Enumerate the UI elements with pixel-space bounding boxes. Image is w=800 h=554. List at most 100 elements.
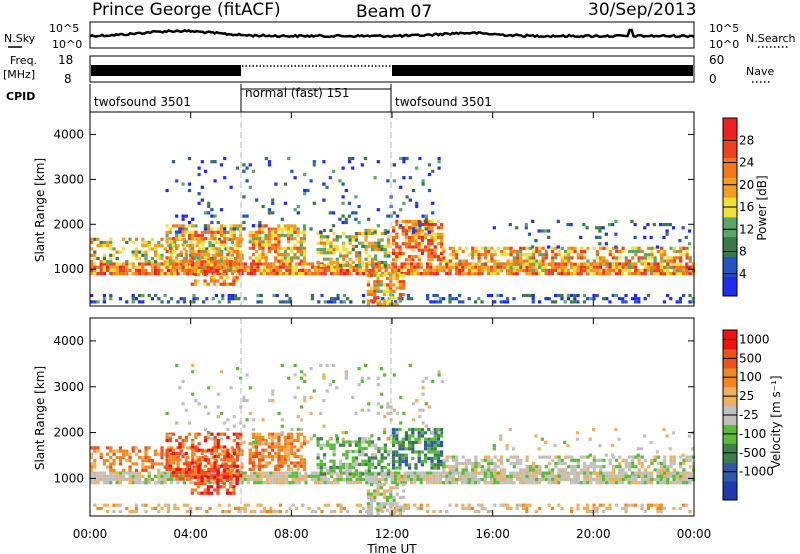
heatmap-cell: [230, 272, 234, 276]
heatmap-cell: [392, 373, 396, 377]
heatmap-cell: [442, 259, 446, 263]
heatmap-cell: [102, 474, 106, 478]
heatmap-cell: [659, 465, 664, 469]
heatmap-cell: [178, 233, 182, 238]
heatmap-cell: [411, 235, 415, 239]
heatmap-cell: [277, 439, 281, 443]
heatmap-cell: [243, 471, 247, 475]
heatmap-cell: [570, 481, 574, 485]
heatmap-cell: [421, 214, 425, 218]
heatmap-cell: [354, 195, 358, 199]
heatmap-cell: [599, 468, 603, 472]
heatmap-cell: [438, 481, 442, 485]
heatmap-cell: [302, 227, 307, 231]
heatmap-cell: [554, 300, 558, 304]
heatmap-cell: [283, 458, 287, 462]
heatmap-cell: [433, 453, 437, 457]
heatmap-cell: [332, 459, 336, 463]
heatmap-cell: [560, 468, 564, 472]
heatmap-cell: [399, 156, 403, 161]
heatmap-cell: [589, 471, 593, 475]
heatmap-cell: [258, 467, 262, 471]
heatmap-cell: [493, 471, 497, 475]
heatmap-cell: [685, 253, 689, 257]
heatmap-cell: [387, 474, 391, 478]
heatmap-cell: [106, 260, 110, 264]
heatmap-cell: [310, 262, 314, 266]
heatmap-cell: [261, 249, 265, 254]
heatmap-cell: [426, 481, 430, 485]
heatmap-cell: [288, 268, 292, 272]
heatmap-cell: [370, 505, 374, 509]
heatmap-cell: [255, 440, 259, 444]
heatmap-cell: [522, 468, 526, 472]
heatmap-cell: [293, 237, 297, 241]
heatmap-cell: [371, 481, 375, 485]
heatmap-cell: [652, 223, 656, 227]
heatmap-cell: [659, 269, 664, 273]
heatmap-cell: [614, 219, 618, 223]
heatmap-cell: [515, 474, 520, 478]
heatmap-cell: [163, 452, 167, 456]
heatmap-cell: [403, 471, 407, 475]
heatmap-cell: [370, 459, 375, 463]
heatmap-cell: [624, 471, 628, 475]
heatmap-cell: [398, 226, 402, 230]
heatmap-cell: [227, 293, 231, 298]
heatmap-cell: [417, 460, 421, 464]
heatmap-cell: [430, 460, 434, 464]
heatmap-cell: [354, 472, 359, 476]
heatmap-cell: [187, 224, 192, 228]
heatmap-cell: [141, 237, 145, 241]
heatmap-cell: [417, 434, 421, 438]
heatmap-cell: [451, 256, 456, 260]
heatmap-cell: [150, 459, 154, 463]
heatmap-cell: [392, 495, 396, 499]
heatmap-cell: [165, 237, 169, 241]
heatmap-cell: [288, 272, 292, 276]
heatmap-cell: [345, 235, 349, 239]
heatmap-cell: [213, 439, 217, 443]
heatmap-cell: [503, 253, 507, 257]
heatmap-cell: [414, 437, 418, 441]
heatmap-cell: [191, 455, 195, 459]
heatmap-cell: [435, 481, 439, 485]
heatmap-cell: [336, 293, 340, 298]
heatmap-cell: [427, 188, 432, 193]
heatmap-cell: [531, 269, 536, 273]
heatmap-cell: [216, 262, 220, 266]
heatmap-cell: [570, 506, 574, 510]
heatmap-cell: [240, 268, 244, 272]
heatmap-cell: [112, 449, 116, 453]
heatmap-cell: [518, 481, 522, 485]
heatmap-cell: [299, 376, 304, 380]
heatmap-cell: [182, 297, 186, 301]
heatmap-cell: [296, 435, 300, 439]
heatmap-cell: [464, 506, 468, 510]
heatmap-cell: [194, 233, 198, 238]
heatmap-cell: [346, 474, 350, 478]
heatmap-cell: [411, 434, 415, 438]
heatmap-cell: [392, 242, 396, 246]
heatmap-cell: [675, 471, 680, 475]
heatmap-cell: [398, 505, 402, 509]
heatmap-cell: [207, 211, 211, 215]
heatmap-cell: [547, 297, 551, 301]
heatmap-cell: [280, 259, 284, 263]
heatmap-cell: [109, 265, 113, 269]
heatmap-cell: [605, 297, 609, 301]
heatmap-cell: [319, 235, 323, 239]
heatmap-cell: [319, 248, 323, 252]
heatmap-cell: [408, 239, 412, 243]
heatmap-cell: [232, 227, 236, 231]
heatmap-cell: [672, 477, 676, 482]
heatmap-cell: [624, 265, 628, 270]
heatmap-cell: [541, 474, 545, 478]
heatmap-cell: [509, 481, 513, 485]
heatmap-cell: [266, 265, 270, 269]
heatmap-cell: [417, 450, 421, 454]
heatmap-cell: [232, 491, 236, 495]
heatmap-cell: [229, 485, 233, 489]
heatmap-cell: [474, 461, 478, 466]
heatmap-cell: [374, 481, 378, 485]
